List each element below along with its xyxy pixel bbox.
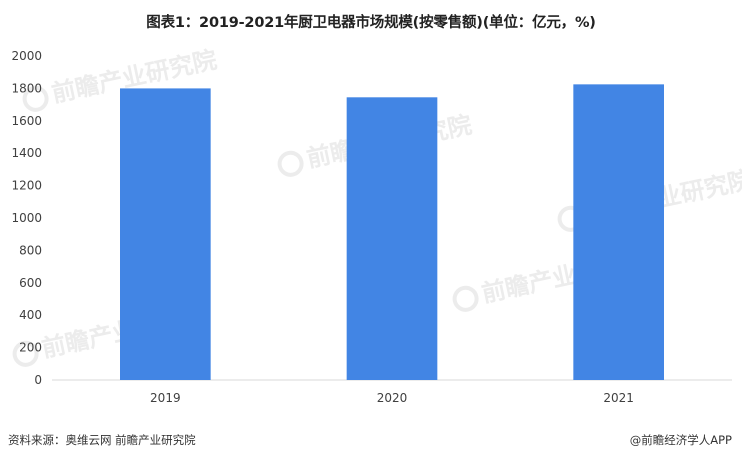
y-tick-label: 800 — [19, 243, 42, 257]
chart-title: 图表1：2019-2021年厨卫电器市场规模(按零售额)(单位：亿元，%) — [146, 15, 596, 31]
credit-note: @前瞻经济学人APP — [629, 433, 732, 447]
y-tick-label: 400 — [19, 308, 42, 322]
bar-2021 — [573, 84, 664, 380]
y-tick-label: 1200 — [11, 179, 42, 193]
source-note: 资料来源：奥维云网 前瞻产业研究院 — [8, 433, 196, 447]
y-tick-label: 2000 — [11, 49, 42, 63]
y-tick-label: 600 — [19, 276, 42, 290]
y-tick-label: 200 — [19, 341, 42, 355]
y-tick-label: 0 — [34, 373, 42, 387]
bar-2020 — [346, 97, 438, 380]
x-tick-label: 2021 — [603, 391, 634, 405]
y-tick-label: 1800 — [11, 81, 42, 95]
x-tick-label: 2019 — [150, 391, 181, 405]
y-tick-label: 1000 — [11, 211, 42, 225]
y-tick-label: 1400 — [11, 146, 42, 160]
bar-2019 — [120, 88, 211, 381]
x-tick-label: 2020 — [377, 391, 408, 405]
y-tick-label: 1600 — [11, 114, 42, 128]
